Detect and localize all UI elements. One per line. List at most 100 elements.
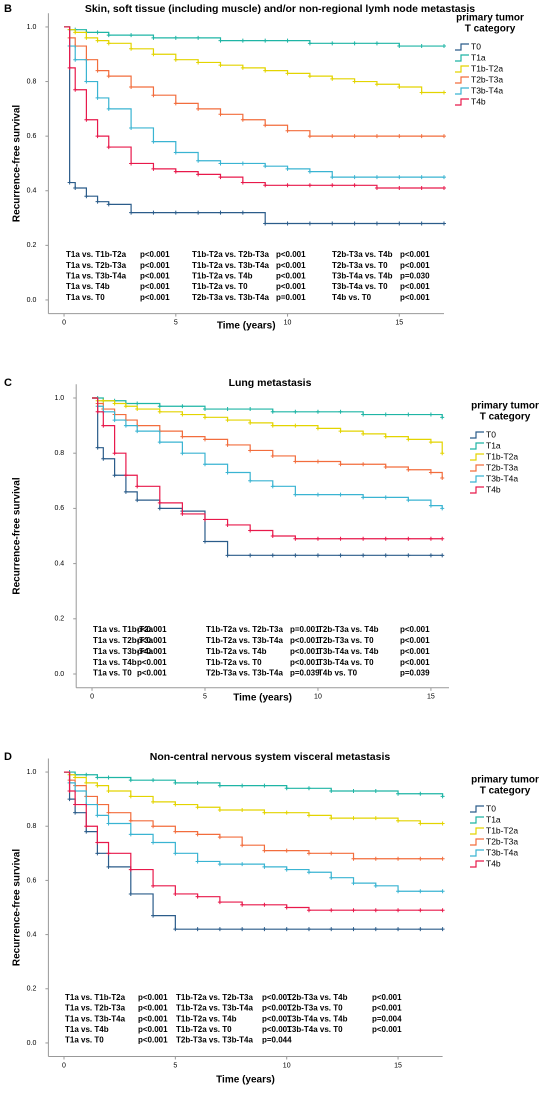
legend-title: T category bbox=[480, 786, 531, 797]
censor-mark bbox=[293, 459, 298, 464]
p-value: p<0.001 bbox=[140, 272, 170, 281]
censor-mark bbox=[352, 183, 357, 188]
survival-curve bbox=[64, 26, 444, 94]
legend-symbol bbox=[470, 475, 484, 483]
censor-mark bbox=[217, 783, 222, 788]
censor-mark bbox=[112, 451, 117, 456]
censor-mark bbox=[106, 33, 111, 38]
censor-mark bbox=[196, 60, 201, 65]
censor-mark bbox=[406, 553, 411, 558]
censor-mark bbox=[128, 891, 133, 896]
comparison-label: T1a vs. T3b-T4a bbox=[65, 1014, 126, 1023]
censor-mark bbox=[151, 166, 156, 171]
legend-title: T category bbox=[480, 412, 531, 423]
x-tick-label: 10 bbox=[283, 1062, 291, 1069]
censor-mark bbox=[195, 780, 200, 785]
comparison-label: T3b-T4a vs. T0 bbox=[318, 658, 374, 667]
p-value: p<0.001 bbox=[400, 261, 430, 270]
y-tick-label: 1.0 bbox=[27, 24, 37, 31]
censor-mark bbox=[440, 415, 445, 420]
censor-mark bbox=[418, 908, 423, 913]
censor-mark bbox=[95, 409, 100, 414]
censor-mark bbox=[248, 528, 253, 533]
censor-mark bbox=[315, 553, 320, 558]
censor-mark bbox=[284, 927, 289, 932]
x-axis-label: Time (years) bbox=[233, 693, 292, 704]
x-tick-label: 5 bbox=[203, 694, 207, 701]
p-value: p<0.001 bbox=[262, 1014, 292, 1023]
censor-mark bbox=[338, 492, 343, 497]
p-value: p<0.001 bbox=[290, 636, 320, 645]
legend-label: T2b-T3a bbox=[486, 462, 518, 472]
censor-mark bbox=[106, 74, 111, 79]
censor-mark bbox=[67, 797, 72, 802]
censor-mark bbox=[374, 134, 379, 139]
censor-mark bbox=[419, 44, 424, 49]
censor-mark bbox=[95, 775, 100, 780]
censor-mark bbox=[263, 164, 268, 169]
comparison-label: T1b-T2a vs. T4b bbox=[206, 647, 267, 656]
censor-mark bbox=[440, 908, 445, 913]
censor-mark bbox=[419, 175, 424, 180]
comparison-label: T2b-T3a vs. T4b bbox=[287, 993, 348, 1002]
comparison-label: T1b-T2a vs. T3b-T4a bbox=[176, 1004, 253, 1013]
censor-mark bbox=[196, 210, 201, 215]
censor-mark bbox=[101, 456, 106, 461]
chart-title: Skin, soft tissue (including muscle) and… bbox=[85, 3, 475, 15]
censor-mark bbox=[217, 807, 222, 812]
censor-mark bbox=[157, 500, 162, 505]
comparison-label: T1a vs. T4b bbox=[93, 658, 137, 667]
censor-mark bbox=[218, 210, 223, 215]
censor-mark bbox=[128, 832, 133, 837]
comparison-label: T1b-T2a vs. T2b-T3a bbox=[192, 250, 269, 259]
comparison-label: T1b-T2a vs. T0 bbox=[176, 1025, 232, 1034]
comparison-label: T1b-T2a vs. T0 bbox=[206, 658, 262, 667]
censor-mark bbox=[240, 902, 245, 907]
censor-mark bbox=[196, 35, 201, 40]
censor-mark bbox=[406, 536, 411, 541]
censor-mark bbox=[306, 870, 311, 875]
censor-mark bbox=[428, 412, 433, 417]
censor-mark bbox=[351, 856, 356, 861]
censor-mark bbox=[173, 101, 178, 106]
censor-mark bbox=[383, 434, 388, 439]
p-value: p<0.001 bbox=[400, 282, 430, 291]
censor-mark bbox=[151, 52, 156, 57]
censor-mark bbox=[202, 462, 207, 467]
y-tick-label: 0.8 bbox=[27, 78, 37, 85]
x-axis-label: Time (years) bbox=[217, 321, 276, 332]
censor-mark bbox=[329, 789, 334, 794]
censor-mark bbox=[180, 404, 185, 409]
censor-mark bbox=[84, 829, 89, 834]
legend-symbol bbox=[455, 43, 469, 51]
censor-mark bbox=[361, 553, 366, 558]
y-tick-label: 0.4 bbox=[27, 931, 37, 938]
y-tick-label: 0.0 bbox=[27, 297, 37, 304]
censor-mark bbox=[129, 33, 134, 38]
p-value: p<0.001 bbox=[137, 658, 167, 667]
censor-mark bbox=[106, 810, 111, 815]
censor-mark bbox=[84, 79, 89, 84]
comparison-label: T1b-T2a vs. T3b-T4a bbox=[206, 636, 283, 645]
censor-mark bbox=[307, 169, 312, 174]
p-value: p=0.004 bbox=[372, 1014, 402, 1023]
censor-mark bbox=[95, 95, 100, 100]
censor-mark bbox=[428, 503, 433, 508]
censor-mark bbox=[351, 908, 356, 913]
censor-mark bbox=[428, 470, 433, 475]
censor-mark bbox=[293, 536, 298, 541]
censor-mark bbox=[106, 851, 111, 856]
censor-mark bbox=[67, 65, 72, 70]
censor-mark bbox=[397, 44, 402, 49]
censor-mark bbox=[240, 843, 245, 848]
censor-mark bbox=[306, 851, 311, 856]
censor-mark bbox=[128, 794, 133, 799]
censor-mark bbox=[95, 68, 100, 73]
p-value: p<0.001 bbox=[138, 1014, 168, 1023]
comparison-label: T1a vs. T4b bbox=[66, 282, 110, 291]
censor-mark bbox=[329, 816, 334, 821]
censor-mark bbox=[84, 824, 89, 829]
comparison-label: T2b-T3a vs. T0 bbox=[287, 1004, 343, 1013]
censor-mark bbox=[263, 123, 268, 128]
y-axis-label: Recurrence-free survival bbox=[12, 105, 23, 223]
